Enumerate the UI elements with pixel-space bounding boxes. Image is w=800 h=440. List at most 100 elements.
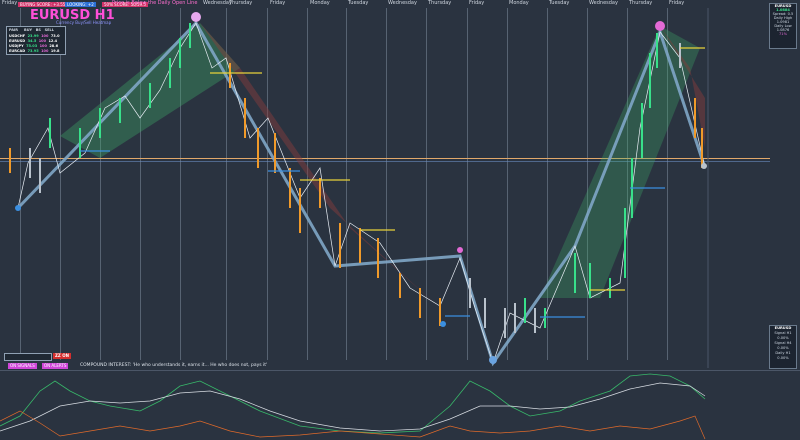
bs-value: 100	[39, 44, 47, 48]
price-chart[interactable]	[0, 8, 770, 368]
price-status-text: Price is Below the Daily Open Line	[112, 0, 198, 6]
info-line: 1.0981	[776, 20, 790, 24]
panel-header-bs: BS	[35, 28, 41, 32]
panel-header-pair: PAIR	[9, 28, 18, 32]
looking-badge[interactable]: LOOKING: +2	[65, 2, 96, 7]
daily-open-line	[0, 161, 770, 162]
day-label: Friday	[270, 0, 286, 6]
day-separator	[467, 8, 468, 360]
day-separator	[20, 8, 21, 360]
pair-name: EURCAD	[9, 49, 26, 53]
oscillator-line-orange	[0, 410, 706, 440]
oscillator-subwindow[interactable]	[0, 370, 800, 440]
day-separator	[426, 8, 427, 360]
candles-bear	[9, 63, 703, 326]
day-separator	[307, 8, 308, 360]
day-label: Friday	[469, 0, 485, 6]
buying-score-badge[interactable]: BUYING SCORE: +3.55	[18, 2, 68, 7]
oscillator-plot	[0, 373, 706, 440]
day-label: Wednesday	[589, 0, 618, 6]
day-axis: Friday Wednesday Thursday Friday Monday …	[0, 0, 800, 8]
panel-header-buy: BUY	[24, 28, 33, 32]
chart-subtitle: Currency Buy/Sell Heatmap	[56, 20, 112, 25]
info-price: 1.0884	[776, 8, 790, 12]
day-separator	[180, 8, 181, 360]
alerts-toggle-button[interactable]: ON ALERTS	[42, 363, 69, 369]
day-label: Wednesday	[203, 0, 232, 6]
bear-cloud	[200, 23, 440, 308]
day-label: Wednesday	[388, 0, 417, 6]
quote-text: COMPOUND INTEREST: 'He who understands i…	[80, 363, 268, 368]
panel-header-sell: SELL	[44, 28, 54, 32]
day-separator	[100, 8, 101, 360]
pair-name: USDJPY	[9, 44, 24, 48]
bs-value: 100	[41, 49, 49, 53]
mini-grid	[4, 353, 52, 361]
info-pair: EURUSD	[774, 4, 792, 8]
signal-pair: EURUSD	[774, 326, 792, 330]
major-zigzag	[16, 20, 707, 367]
day-separator	[60, 8, 61, 360]
score-badge[interactable]: 50% SCORE: 50/59.5	[102, 2, 148, 7]
buy-value: 73.95	[27, 49, 39, 53]
signal-line: Signal H1	[774, 331, 792, 335]
signal-line: 0.00%	[777, 356, 789, 360]
level-lines	[80, 47, 705, 318]
day-label: Tuesday	[549, 0, 570, 6]
candles-bull	[49, 23, 658, 328]
panel-row: EURUSD 34.5 100 12.4	[9, 39, 57, 43]
bs-value: 100	[41, 34, 49, 38]
current-price-line	[0, 158, 770, 159]
signal-line: 0.00%	[777, 346, 789, 350]
panel-row: USDCHF 23.99 100 73.0	[9, 34, 60, 38]
pair-name: EURUSD	[9, 39, 26, 43]
day-label: Monday	[310, 0, 330, 6]
bs-value: 100	[38, 39, 47, 43]
day-separator	[507, 8, 508, 360]
buy-value: 23.99	[27, 34, 39, 38]
day-separator	[346, 8, 347, 360]
panel-row: EURCAD 73.95 100 19.8	[9, 49, 59, 53]
day-label: Friday	[2, 0, 18, 6]
currency-strength-panel: PAIR BUY BS SELL USDCHF 23.99 100 73.0 E…	[6, 26, 66, 55]
day-separator	[587, 8, 588, 360]
price-info-panel: EURUSD 1.0884 Spread: 0.5 Daily High 1.0…	[769, 3, 797, 49]
oscillator-line-green	[0, 373, 706, 434]
day-separator	[627, 8, 628, 360]
pivot-markers	[15, 12, 707, 364]
day-separator	[547, 8, 548, 360]
day-separator	[667, 8, 668, 360]
info-line: Daily Low	[774, 24, 792, 28]
pair-name: USDCHF	[9, 34, 26, 38]
panel-row: USDJPY 75.03 100 28.6	[9, 44, 58, 48]
day-separator	[226, 8, 227, 360]
day-separator	[386, 8, 387, 360]
buy-value: 75.03	[26, 44, 38, 48]
sell-value: 73.0	[50, 34, 60, 38]
day-label: Thursday	[229, 0, 253, 6]
signals-toggle-button[interactable]: ON SIGNALS	[8, 363, 37, 369]
day-label: Monday	[509, 0, 529, 6]
signal-line: Signal H4	[774, 341, 792, 345]
day-separator	[267, 8, 268, 360]
signal-line: 0.00%	[777, 336, 789, 340]
info-line: 1.0876	[776, 28, 790, 32]
day-label: Tuesday	[348, 0, 369, 6]
day-separator	[140, 8, 141, 360]
bottom-controls: ZZ ON ON SIGNALS ON ALERTS COMPOUND INTE…	[0, 353, 800, 371]
bull-cloud	[540, 26, 700, 298]
chart-title: EURUSD H1	[30, 8, 115, 23]
sell-value: 12.4	[48, 39, 58, 43]
minor-zigzag	[17, 22, 706, 365]
sell-value: 28.6	[49, 44, 59, 48]
info-pct: 71%	[779, 32, 787, 36]
sell-value: 19.8	[50, 49, 60, 53]
bear-cloud	[660, 26, 705, 148]
day-label: Thursday	[629, 0, 653, 6]
buy-value: 34.5	[27, 39, 37, 43]
signal-line: Daily H1	[775, 351, 791, 355]
candles-neutral	[29, 43, 681, 338]
zigzag-toggle-button[interactable]: ZZ ON	[53, 353, 71, 359]
oscillator-line-white	[0, 382, 706, 432]
